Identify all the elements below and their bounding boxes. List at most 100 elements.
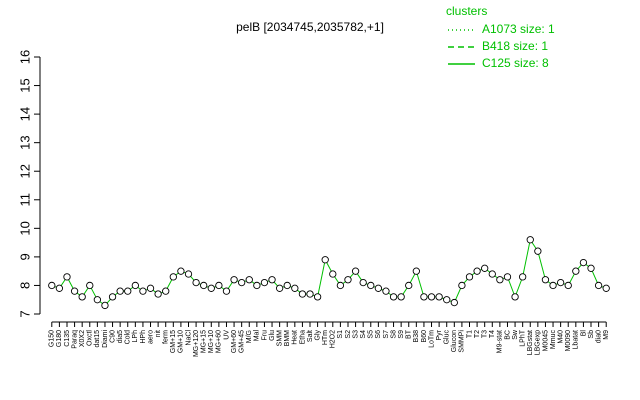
x-tick-label: T3	[482, 330, 489, 338]
x-tick-label: C90	[109, 330, 116, 343]
data-point	[291, 284, 299, 292]
x-tick-label: HTm	[322, 330, 329, 345]
data-point	[488, 270, 496, 278]
y-tick-label: 7	[17, 310, 32, 317]
data-point	[496, 276, 504, 284]
x-tick-label: Salt	[307, 330, 314, 342]
data-point	[405, 281, 413, 290]
x-tick-label: T1	[466, 330, 473, 338]
x-tick-label: M40	[557, 330, 564, 344]
x-tick-label: MG+60	[216, 330, 223, 353]
data-point	[427, 293, 436, 301]
x-tick-label: MG+120	[193, 330, 200, 357]
x-tick-label: SMM	[276, 330, 283, 347]
data-point	[101, 301, 109, 310]
data-point	[55, 284, 64, 292]
x-tick-label: M9-stat	[497, 330, 504, 353]
data-point	[200, 281, 208, 290]
x-tick-label: SMMPi	[459, 330, 466, 353]
x-tick-label: M0045	[542, 330, 549, 352]
x-tick-label: Heat	[292, 330, 299, 345]
x-tick-label: nit	[155, 330, 162, 337]
x-tick-label: LBGexp	[535, 330, 542, 355]
y-tick-label: 11	[17, 193, 32, 207]
data-point	[93, 296, 102, 304]
legend-title: clusters	[446, 4, 487, 18]
x-tick-label: dia0	[595, 330, 602, 343]
x-tick-label: MG+10	[208, 330, 215, 353]
x-tick-label: M9	[603, 330, 610, 340]
x-tick-label: ferm	[163, 330, 170, 344]
data-point	[541, 276, 550, 284]
x-tick-label: Paraq	[71, 330, 78, 349]
x-tick-label: M/G	[246, 330, 253, 343]
legend-label: A1073 size: 1	[482, 22, 555, 36]
data-point	[146, 284, 155, 292]
data-point	[321, 256, 329, 264]
data-point	[329, 270, 337, 278]
x-tick-label: S2	[345, 330, 352, 339]
x-tick-label: S8	[390, 330, 397, 339]
x-tick-label: BMM	[284, 330, 291, 347]
data-point	[63, 273, 71, 281]
data-point	[556, 278, 565, 287]
data-point	[351, 267, 360, 275]
x-tick-label: G150	[49, 330, 56, 347]
x-tick-label: G180	[56, 330, 63, 347]
x-tick-label: Gly	[314, 330, 321, 341]
series-line	[51, 238, 607, 307]
data-point	[594, 281, 603, 290]
y-tick-label: 13	[17, 135, 32, 149]
y-tick-label: 12	[17, 164, 32, 178]
data-point	[78, 293, 86, 301]
data-point	[443, 296, 451, 304]
data-point	[503, 273, 512, 281]
x-tick-label: Cold	[125, 330, 132, 345]
x-tick-label: LoTm	[428, 330, 435, 348]
x-tick-label: LBGstat	[527, 330, 534, 355]
data-point	[268, 276, 276, 284]
y-tick-label: 16	[17, 50, 32, 64]
x-tick-label: C135	[64, 330, 71, 347]
x-tick-label: GM+45	[239, 330, 246, 353]
x-tick-label: S4	[360, 330, 367, 339]
data-point	[526, 236, 534, 244]
legend-label: C125 size: 8	[482, 56, 549, 70]
x-tick-label: LPh	[132, 330, 139, 343]
x-tick-label: Etha	[299, 330, 306, 345]
x-tick-label: Lbatat	[573, 330, 580, 350]
data-point	[177, 267, 185, 275]
x-tick-label: GM+10	[178, 330, 185, 353]
data-point	[222, 287, 231, 295]
y-tick-label: 15	[17, 78, 32, 92]
data-point	[230, 276, 238, 284]
data-point	[367, 281, 375, 290]
data-point	[139, 287, 147, 295]
x-tick-label: Sb	[588, 330, 595, 339]
x-tick-label: H2O2	[330, 330, 337, 348]
data-point	[397, 293, 405, 301]
data-point	[534, 247, 542, 255]
data-point	[382, 287, 390, 295]
data-point	[564, 281, 572, 290]
data-point	[572, 267, 580, 275]
y-tick-label: 9	[17, 253, 32, 260]
data-point	[70, 287, 79, 295]
data-point	[131, 281, 139, 290]
data-point	[465, 273, 474, 281]
x-tick-label: BC	[504, 330, 511, 340]
data-point	[184, 270, 193, 278]
data-point	[245, 276, 253, 284]
x-tick-label: GM+15	[170, 330, 177, 353]
data-point	[481, 264, 489, 272]
x-tick-label: S9	[398, 330, 405, 339]
data-point	[260, 278, 269, 287]
data-point	[458, 281, 466, 290]
chart-title: pelB [2034745,2035782,+1]	[236, 20, 384, 34]
x-tick-label: aero	[147, 330, 154, 344]
x-tick-label: dat15	[94, 330, 101, 348]
x-tick-label: LPhT	[520, 329, 527, 346]
x-tick-label: Bl	[580, 330, 587, 337]
x-tick-label: UV	[223, 330, 230, 340]
data-point	[519, 273, 527, 281]
